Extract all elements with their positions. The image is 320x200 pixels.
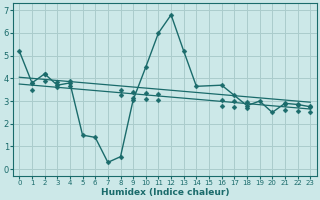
X-axis label: Humidex (Indice chaleur): Humidex (Indice chaleur) [100, 188, 229, 197]
